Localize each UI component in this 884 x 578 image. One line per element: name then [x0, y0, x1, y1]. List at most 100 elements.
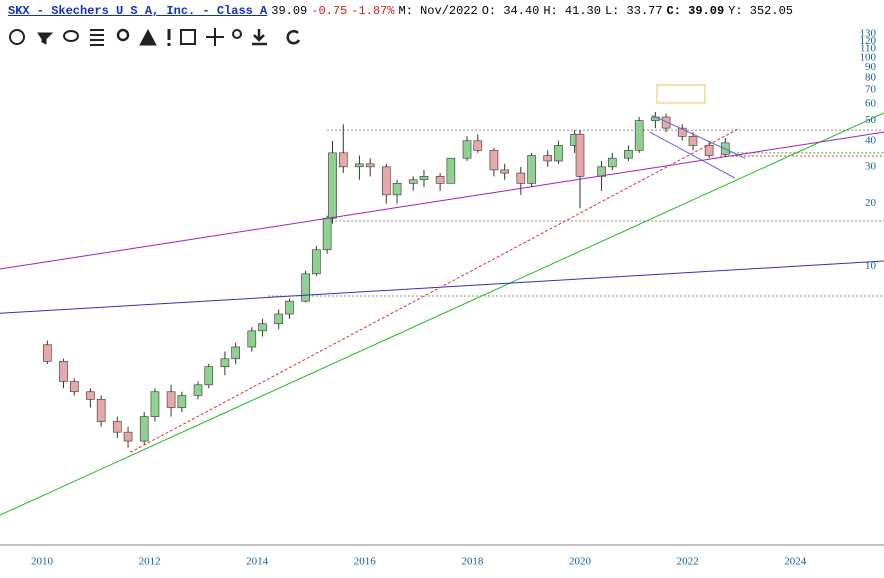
- candle-body: [688, 136, 698, 146]
- tool-refresh[interactable]: [286, 29, 301, 45]
- open: O: 34.40: [481, 4, 540, 18]
- tool-list[interactable]: [90, 29, 104, 46]
- candle-body: [677, 127, 687, 137]
- candle-body: [247, 330, 257, 348]
- x-tick-label: 2022: [677, 556, 699, 568]
- candle-body: [634, 120, 644, 151]
- x-tick-label: 2018: [461, 556, 484, 568]
- candle-body: [112, 421, 122, 433]
- quote-header: SKX - Skechers U S A, Inc. - Class A 39.0…: [8, 4, 797, 18]
- tool-search[interactable]: [116, 28, 130, 42]
- y-tick-label: 60: [865, 98, 877, 110]
- tool-twitter[interactable]: [37, 32, 54, 45]
- close: C: 39.09: [666, 4, 725, 18]
- tool-link[interactable]: [232, 29, 242, 39]
- low: L: 33.77: [604, 4, 663, 18]
- candle-body: [527, 155, 536, 184]
- candle-body: [355, 163, 364, 168]
- candle-body: [312, 249, 321, 275]
- annotation-box: [656, 84, 706, 104]
- candle-body: [59, 361, 68, 382]
- y-tick-label: 10: [865, 260, 877, 272]
- symbol[interactable]: SKX - Skechers U S A, Inc. - Class A: [8, 4, 268, 18]
- candle-body: [220, 358, 230, 367]
- candle-body: [139, 416, 149, 442]
- y-tick-label: 120: [860, 35, 877, 47]
- candle-body: [392, 183, 402, 196]
- candle-body: [123, 431, 133, 442]
- candle-body: [166, 391, 176, 408]
- y-tick-label: 20: [865, 197, 877, 209]
- candle-body: [597, 166, 606, 177]
- candle-body: [338, 152, 348, 168]
- high: H: 41.30: [543, 4, 601, 18]
- trend-line: [0, 112, 884, 516]
- change-pct: -1.87%: [351, 4, 395, 18]
- tool-calendar[interactable]: [180, 29, 196, 45]
- x-tick-label: 2010: [31, 556, 54, 568]
- trend-line: [0, 131, 884, 270]
- candle-body: [446, 157, 456, 184]
- candle-body: [419, 176, 429, 181]
- candle-body: [500, 169, 509, 174]
- x-tick-label: 2024: [784, 556, 807, 568]
- y-tick-label: 80: [865, 72, 877, 84]
- candle-body: [86, 391, 95, 400]
- candle-body: [624, 150, 633, 159]
- change: -0.75: [311, 4, 348, 18]
- tool-download[interactable]: [252, 29, 267, 46]
- tool-move[interactable]: [206, 28, 224, 46]
- candle-body: [177, 395, 187, 408]
- y-tick-label: 50: [865, 114, 877, 126]
- y-tick-label: 130: [860, 28, 877, 40]
- trend-line: [649, 131, 736, 179]
- tool-comment[interactable]: [63, 30, 79, 42]
- candle-body: [435, 176, 445, 184]
- candle-body: [301, 273, 310, 302]
- candle-body: [328, 152, 337, 219]
- candle-body: [274, 313, 284, 325]
- candle-body: [43, 344, 52, 362]
- toolbar: [9, 28, 301, 46]
- candle-body: [382, 166, 391, 196]
- candle-body: [285, 300, 294, 315]
- candle-body: [607, 157, 617, 168]
- y-tick-label: 40: [865, 134, 877, 146]
- candle-body: [231, 346, 240, 360]
- candle-body: [258, 323, 267, 332]
- candle-body: [473, 140, 483, 151]
- candle-body: [69, 381, 79, 393]
- candle-body: [408, 179, 418, 184]
- x-tick-label: 2016: [354, 556, 377, 568]
- candle-body: [193, 384, 203, 396]
- volume: Y: 352.05: [728, 4, 793, 18]
- candle-body: [150, 391, 160, 417]
- candle-body: [204, 366, 214, 386]
- last: 39.09: [271, 4, 308, 18]
- candle-body: [462, 140, 472, 159]
- candle-body: [543, 155, 553, 162]
- tool-draw[interactable]: [139, 28, 157, 46]
- tool-layout[interactable]: [9, 29, 25, 45]
- candle-body: [575, 133, 585, 177]
- candle-body: [704, 145, 714, 156]
- candle-body: [322, 217, 332, 251]
- y-tick-label: 90: [865, 61, 877, 73]
- candle-body: [365, 163, 375, 168]
- y-tick-label: 110: [860, 43, 877, 55]
- y-tick-label: 70: [865, 84, 877, 96]
- candle-body: [661, 116, 671, 129]
- candle-body: [554, 145, 563, 162]
- x-tick-label: 2012: [139, 556, 161, 568]
- x-tick-label: 2014: [246, 556, 269, 568]
- x-tick-label: 2020: [569, 556, 592, 568]
- candle-body: [96, 399, 106, 422]
- candle-body: [489, 150, 499, 171]
- trend-line: [0, 260, 884, 314]
- period: M: Nov/2022: [398, 4, 478, 18]
- y-tick-label: 100: [860, 51, 877, 63]
- trend-line: [129, 127, 741, 453]
- trend-line: [651, 114, 746, 159]
